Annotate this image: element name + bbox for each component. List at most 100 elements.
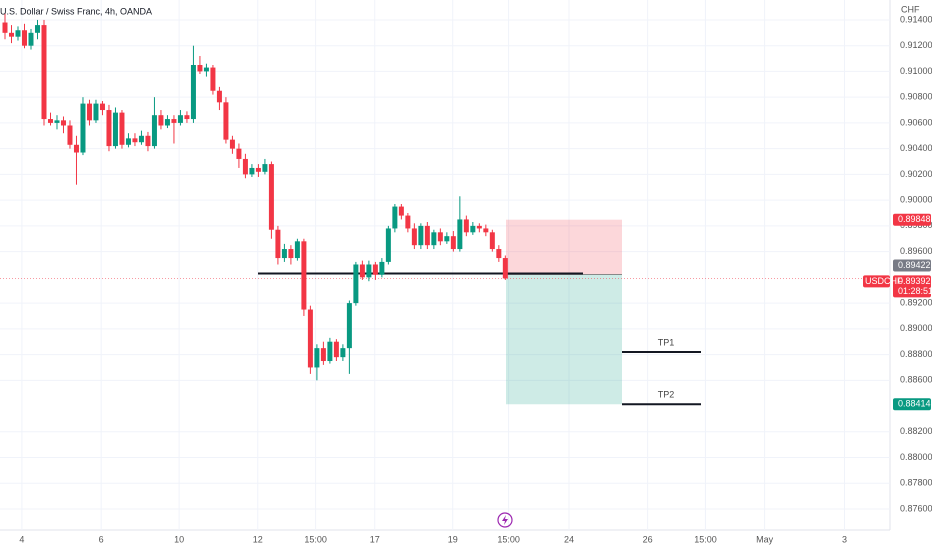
candle-body (268, 164, 274, 230)
price-badge-label: 0.89848 (898, 214, 931, 224)
candle-body (106, 110, 112, 147)
candle-body (327, 341, 333, 362)
candle-body (301, 241, 307, 310)
x-tick-label: 24 (564, 534, 574, 544)
y-tick-label: 0.88800 (900, 349, 932, 359)
axes: 0.91400 0.91200 0.91000 0.90800 0.90600 0.904… (19, 14, 932, 544)
candle-body (457, 219, 463, 250)
tp-label: TP1 (658, 337, 675, 347)
stop-zone (506, 219, 622, 275)
candle-body (483, 228, 489, 233)
candle-body (379, 261, 385, 275)
x-tick-label: 17 (370, 534, 380, 544)
chart-title: U.S. Dollar / Swiss Franc, 4h, OANDA (0, 6, 152, 16)
y-tick-label: 0.88000 (900, 452, 932, 462)
price-badge (893, 213, 931, 226)
y-tick-label: 0.90800 (900, 92, 932, 102)
candle-body (21, 30, 27, 46)
candle-body (398, 206, 404, 216)
candle-body (158, 115, 164, 126)
candle-body (470, 225, 476, 233)
price-badge-label: 0.89422 (898, 260, 931, 270)
candles (2, 13, 508, 381)
x-tick-label: 10 (174, 534, 184, 544)
price-badge (893, 259, 931, 272)
y-tick-label: 0.90200 (900, 169, 932, 179)
candle-body (463, 219, 469, 233)
candle-body (216, 90, 222, 103)
x-tick-label: 26 (643, 534, 653, 544)
x-tick-label: 15:00 (694, 534, 717, 544)
candle-body (431, 232, 437, 246)
x-tick-label: 3 (842, 534, 847, 544)
grid (0, 0, 890, 530)
candle-body (418, 225, 424, 246)
y-tick-label: 0.87600 (900, 503, 932, 513)
symbol-label: USDCHF (865, 276, 903, 286)
candle-body (359, 264, 365, 278)
candle-body (223, 102, 229, 140)
drawings: TP1 TP2 (0, 219, 890, 406)
candle-body (340, 348, 346, 358)
candle-body (47, 119, 53, 123)
x-tick-label: 6 (99, 534, 104, 544)
candle-body (203, 67, 209, 72)
target-zone (506, 274, 622, 405)
y-tick-label: 0.90400 (900, 143, 932, 153)
y-tick-label: 0.91400 (900, 14, 932, 24)
candle-body (249, 167, 255, 175)
candle-body (171, 119, 177, 123)
y-tick-label: 0.88200 (900, 426, 932, 436)
tp-label: TP2 (658, 390, 675, 400)
candle-body (502, 258, 508, 279)
candle-body (86, 103, 92, 121)
candle-body (262, 164, 268, 172)
candle-body (236, 148, 242, 159)
candle-body (93, 103, 99, 121)
y-tick-label: 0.89600 (900, 246, 932, 256)
candle-body (67, 125, 73, 145)
candle-body (346, 303, 352, 349)
candle-body (372, 264, 378, 275)
candle-body (288, 249, 294, 259)
candle-body (275, 229, 281, 259)
candle-body (307, 309, 313, 368)
candle-body (444, 236, 450, 242)
candle-body (333, 341, 339, 358)
candle-body (210, 67, 216, 91)
candle-body (496, 249, 502, 259)
candle-body (314, 348, 320, 368)
price-badge-label: 0.89392 (898, 276, 931, 286)
x-tick-label: 19 (448, 534, 458, 544)
candle-body (112, 112, 118, 147)
candle-body (489, 232, 495, 250)
candle-body (411, 228, 417, 246)
x-tick-label: 4 (19, 534, 24, 544)
candle-body (294, 241, 300, 259)
y-tick-label: 0.90600 (900, 117, 932, 127)
candle-body (190, 64, 196, 120)
candle-body (450, 236, 456, 250)
candle-body (28, 32, 34, 46)
candle-body (424, 225, 430, 246)
candle-body (41, 25, 47, 120)
y-tick-label: 0.89200 (900, 297, 932, 307)
candle-body (54, 120, 60, 123)
candle-body (80, 103, 86, 153)
y-tick-label: 0.87800 (900, 478, 932, 488)
price-badge (893, 398, 931, 411)
x-tick-label: 12 (253, 534, 263, 544)
candle-body (281, 249, 287, 259)
candle-body (151, 115, 157, 147)
countdown: 01:28:51 (898, 286, 932, 296)
currency-label: CHF (901, 4, 920, 14)
candle-body (119, 112, 125, 145)
candle-body (392, 206, 398, 229)
candle-body (184, 115, 190, 120)
candle-body (353, 264, 359, 304)
candle-body (255, 167, 261, 172)
y-tick-label: 0.91200 (900, 40, 932, 50)
